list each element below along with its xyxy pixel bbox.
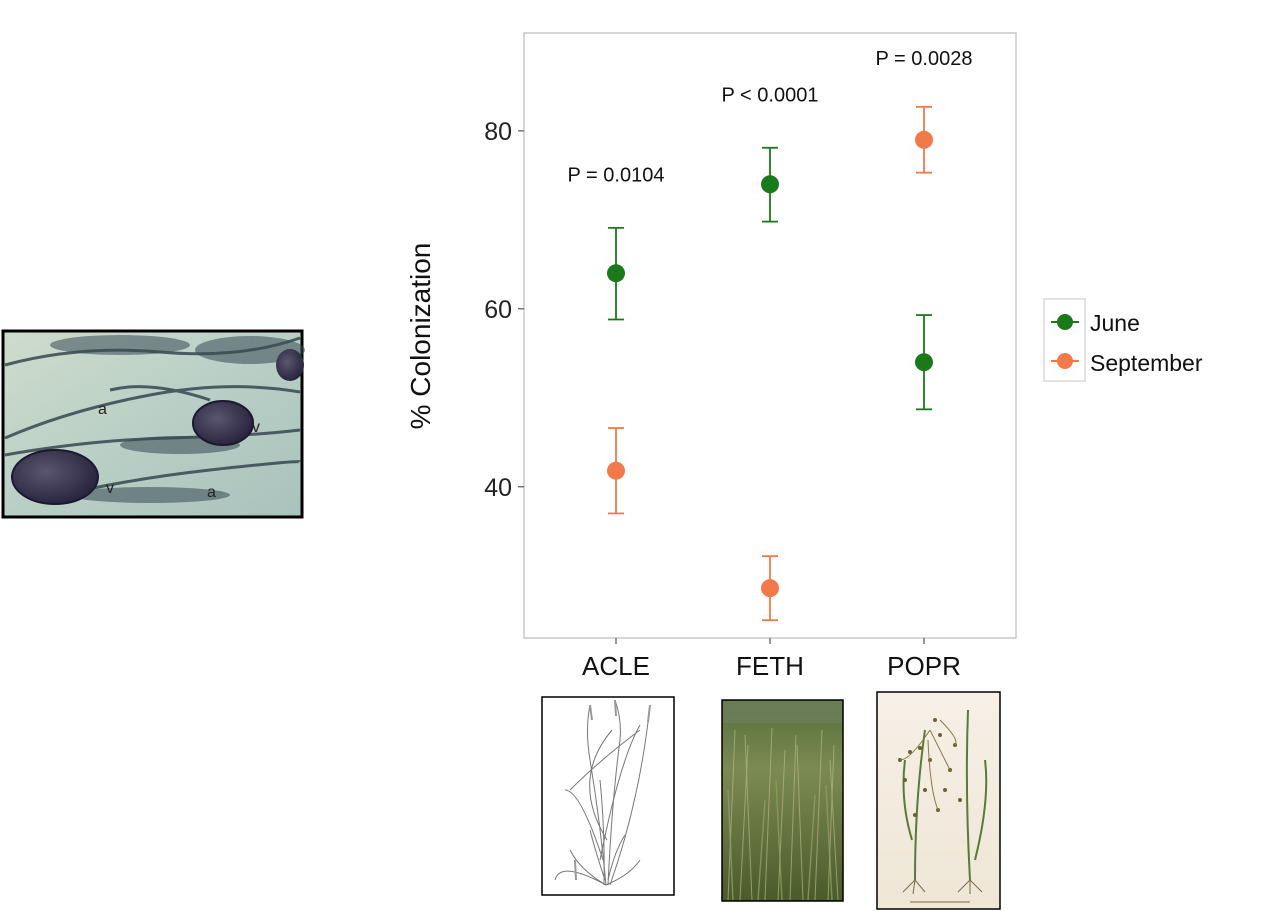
p-value-acle: P = 0.0104 — [568, 165, 665, 187]
x-tick-label-feth: FETH — [736, 651, 804, 681]
x-tick-label-popr: POPR — [887, 651, 961, 681]
y-tick-label: 80 — [484, 118, 512, 146]
legend-label-september: September — [1090, 350, 1203, 376]
y-tick-label: 40 — [484, 474, 512, 502]
legend: June September — [1043, 298, 1203, 382]
point-september-feth — [761, 579, 779, 598]
legend-key-june — [1057, 314, 1073, 330]
micrograph-label-arbuscule: a — [98, 401, 107, 418]
root-micrograph-image: a v v a — [1, 329, 305, 519]
legend-key-september — [1057, 353, 1073, 369]
point-june-acle — [607, 264, 625, 283]
y-axis-label: % Colonization — [405, 243, 436, 430]
x-tick-label-acle: ACLE — [582, 651, 650, 681]
p-value-annotations: P = 0.0104 P < 0.0001 P = 0.0028 — [568, 48, 973, 187]
legend-label-june: June — [1090, 310, 1140, 336]
point-june-popr — [915, 353, 933, 372]
micrograph-label-vesicle: v — [106, 480, 114, 497]
point-september-acle — [607, 461, 625, 480]
y-tick-label: 60 — [484, 296, 512, 324]
plant-popr-image — [876, 691, 1001, 910]
data-points — [607, 130, 933, 598]
p-value-popr: P = 0.0028 — [876, 48, 973, 70]
x-axis: ACLE FETH POPR — [582, 638, 961, 681]
plant-acle-image — [541, 696, 675, 896]
y-axis: 40 60 80 — [484, 118, 524, 502]
p-value-feth: P < 0.0001 — [722, 85, 819, 107]
plant-feth-image — [721, 699, 844, 902]
plot-panel — [523, 32, 1017, 639]
point-september-popr — [915, 130, 933, 149]
point-june-feth — [761, 175, 779, 194]
micrograph-label-vesicle: v — [252, 419, 260, 436]
micrograph-label-arbuscule: a — [207, 484, 216, 501]
